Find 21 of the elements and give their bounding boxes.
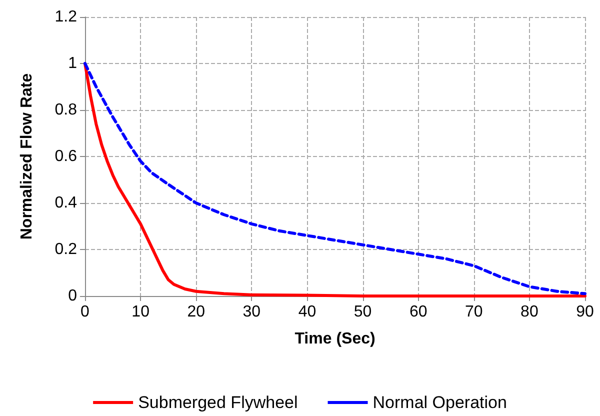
x-tick-label: 0 [80,304,90,320]
x-tick-label: 70 [464,304,483,320]
x-tick-label: 80 [520,304,538,320]
y-tick-label: 1 [68,55,78,72]
y-axis-title: Normalized Flow Rate [18,73,36,240]
x-tick-label: 40 [298,304,316,320]
y-tick-label: 1.2 [54,8,78,26]
y-tick-label: 0.2 [54,241,78,258]
x-tick-label: 60 [409,304,428,320]
x-tick-label: 50 [354,304,372,320]
x-tick-label: 20 [187,304,206,320]
y-tick-label: 0.8 [54,102,78,118]
x-tick-label: 30 [242,304,261,320]
x-axis-title: Time (Sec) [294,330,376,348]
y-tick-label: 0 [68,288,78,304]
y-tick-label: 0.4 [54,194,78,212]
x-tick-label: 10 [132,304,150,320]
legend-label: Submerged Flywheel [138,393,298,412]
x-tick-label: 90 [576,304,594,320]
y-tick-label: 0.6 [54,148,78,165]
legend-label: Normal Operation [372,393,507,412]
